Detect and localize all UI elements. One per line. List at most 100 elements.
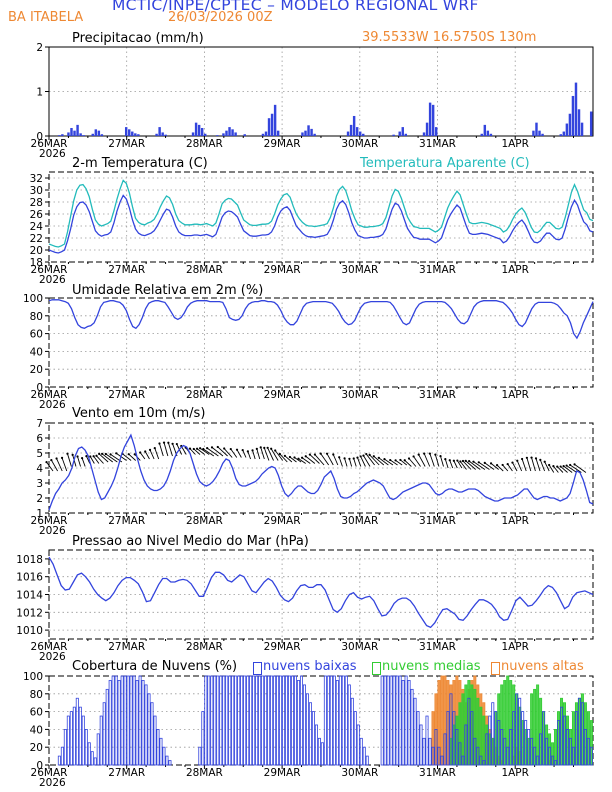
wind-arrow — [429, 453, 435, 467]
low-cloud-bar — [410, 688, 414, 766]
wind-arrow-head — [389, 458, 392, 462]
wind-arrow — [193, 448, 201, 455]
x-tick-label: 31MAR — [419, 138, 456, 150]
precip-bar — [425, 122, 429, 136]
wind-arrow-head — [241, 448, 244, 452]
wind-arrow-head — [483, 461, 486, 465]
low-cloud-bar — [565, 729, 569, 766]
wind-arrow-head — [434, 453, 437, 456]
precip-bar — [155, 133, 158, 136]
low-cloud-bar — [302, 684, 306, 766]
precip-bar — [197, 124, 201, 136]
precip-bar — [243, 134, 246, 136]
wind-arrow — [404, 459, 412, 467]
y-tick-label: 2 — [36, 493, 43, 505]
wind-arrow-head — [359, 455, 362, 458]
low-cloud-bar — [240, 675, 244, 766]
wind-arrow — [539, 459, 546, 472]
low-cloud-bar — [210, 675, 214, 766]
x-tick-label: 26MAR — [31, 641, 68, 653]
wind-arrow-head — [148, 448, 152, 452]
y-tick-label: 26 — [30, 209, 44, 221]
x-tick-label: 28MAR — [186, 641, 223, 653]
y-tick-label: 2 — [36, 42, 43, 54]
wind-arrow-head — [199, 447, 202, 450]
low-cloud-bar — [102, 702, 106, 766]
x-tick-label: 27MAR — [108, 767, 145, 779]
wind-arrow-head — [348, 457, 351, 460]
low-cloud-bar — [497, 720, 501, 766]
medium-cloud-bar — [461, 693, 465, 766]
precip-bar — [304, 130, 307, 136]
wind-arrow — [223, 448, 233, 458]
low-cloud-bar — [470, 711, 474, 766]
x-tick-label: 28MAR — [186, 389, 223, 401]
low-cloud-bar — [138, 675, 142, 766]
wind-arrow — [46, 461, 54, 472]
low-cloud-bar — [551, 755, 555, 766]
wind-arrow-head — [270, 447, 273, 450]
wind-arrow-head — [297, 457, 300, 460]
wind-arrow-head — [352, 457, 355, 460]
precip-bar — [100, 134, 104, 136]
wind-arrow-head — [85, 455, 88, 458]
wind-arrow-head — [293, 456, 296, 459]
precip-bar — [562, 131, 566, 136]
low-cloud-bar — [491, 702, 495, 766]
wind-arrow-head — [263, 446, 266, 449]
low-cloud-bar — [153, 715, 157, 766]
wind-arrow — [139, 452, 146, 460]
precip-bar — [428, 102, 432, 136]
high-clouds-legend: nuvens altas — [501, 659, 584, 674]
low-cloud-bar — [291, 675, 294, 766]
y-tick-label: 20 — [30, 364, 43, 376]
x-tick-label: 27MAR — [108, 138, 145, 150]
wind-arrow — [496, 464, 504, 472]
low-clouds-legend-box — [253, 662, 262, 675]
wind-arrow — [159, 443, 164, 457]
wind-arrow-head — [304, 455, 307, 458]
wind-arrow-head — [412, 455, 415, 458]
precip-bar — [355, 127, 359, 136]
wind-arrow — [260, 447, 265, 460]
low-cloud-bar — [288, 675, 292, 766]
low-cloud-bar — [347, 684, 351, 766]
low-cloud-bar — [563, 715, 566, 766]
wind-arrow-head — [377, 456, 380, 459]
precip-bar — [307, 125, 310, 136]
y-tick-label: 1018 — [16, 554, 43, 566]
precip-bar — [535, 122, 538, 136]
low-cloud-bar — [440, 755, 444, 766]
precip-bar — [565, 123, 569, 136]
low-cloud-bar — [473, 737, 477, 766]
wind-arrow — [363, 455, 371, 467]
x-tick-label: 26MAR — [31, 264, 68, 276]
low-cloud-bar — [386, 675, 390, 766]
wind-arrow-head — [399, 458, 402, 462]
wind-arrow — [444, 459, 449, 469]
wind-arrow-head — [530, 456, 533, 459]
wind-arrow — [459, 461, 467, 470]
wind-arrow — [338, 457, 343, 467]
y-tick-label: 1010 — [16, 625, 43, 637]
wind-arrow — [279, 453, 288, 463]
y-tick-label: 0 — [36, 760, 43, 772]
low-cloud-bar — [407, 680, 411, 766]
low-cloud-bar — [105, 688, 109, 766]
wind-arrow — [144, 451, 150, 460]
y-tick-label: 20 — [30, 245, 43, 257]
precip-bar — [480, 133, 483, 136]
wind-arrow-head — [76, 455, 79, 458]
low-cloud-bar — [69, 711, 73, 766]
low-cloud-bar — [72, 706, 76, 766]
wind-arrow-head — [162, 441, 166, 444]
low-cloud-bar — [518, 697, 522, 766]
x-tick-label: 31MAR — [419, 515, 456, 527]
y-tick-label: 40 — [30, 724, 43, 736]
precip-bar — [70, 127, 73, 136]
low-cloud-bar — [123, 675, 127, 766]
page-title: MCTIC/INPE/CPTEC – MODELO REGIONAL WRF — [112, 0, 479, 14]
wind-arrow — [320, 453, 330, 466]
wind-arrow-head — [534, 457, 538, 460]
wind-arrow-head — [506, 462, 509, 466]
